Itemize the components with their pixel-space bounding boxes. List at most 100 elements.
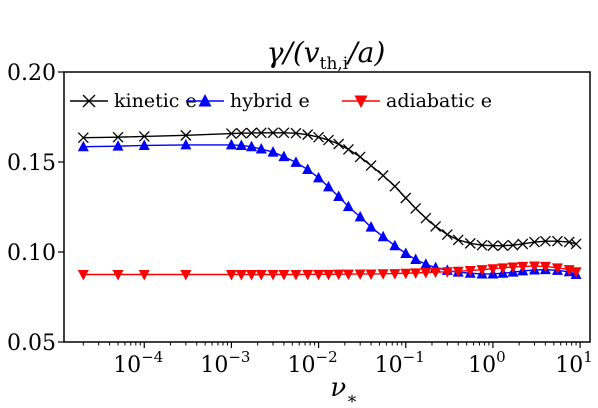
- series-layer: [77, 127, 582, 281]
- legend-entry: kinetic e: [70, 90, 197, 112]
- data-point: [476, 265, 488, 276]
- data-point: [255, 127, 267, 139]
- legend-label: kinetic e: [114, 90, 197, 112]
- legend-entry: adiabatic e: [342, 90, 492, 112]
- data-point: [420, 212, 432, 224]
- data-point: [410, 202, 422, 214]
- data-point: [112, 270, 124, 281]
- x-tick-label: 10−4: [113, 348, 163, 378]
- data-point: [112, 140, 124, 151]
- data-point: [198, 94, 212, 107]
- data-point: [539, 261, 551, 273]
- data-point: [180, 129, 192, 141]
- legend-label: hybrid e: [230, 90, 310, 112]
- legend: kinetic e hybrid e adiabatic e: [70, 90, 492, 112]
- data-point: [267, 127, 279, 139]
- data-point: [323, 180, 335, 192]
- data-point: [529, 236, 540, 248]
- data-point: [430, 220, 442, 232]
- data-point: [235, 127, 247, 139]
- data-point: [138, 139, 150, 150]
- data-point: [389, 180, 401, 192]
- data-point: [323, 269, 335, 281]
- data-point: [377, 269, 389, 280]
- x-tick-label: 10−2: [288, 348, 338, 378]
- x-tick-label: 10−3: [200, 348, 250, 378]
- x-tick-label: 101: [555, 348, 593, 378]
- x-axis: 10−4 10−3 10−2 10−1 100 101: [82, 342, 593, 378]
- y-tick-label: 0.20: [7, 61, 56, 86]
- data-point: [225, 138, 237, 150]
- data-point: [342, 269, 354, 281]
- data-point: [551, 263, 563, 274]
- data-point: [302, 163, 314, 175]
- data-point: [517, 261, 529, 273]
- data-point: [507, 262, 519, 273]
- data-point: [354, 269, 366, 280]
- data-point: [452, 266, 464, 278]
- data-point: [180, 138, 192, 150]
- data-point: [410, 253, 422, 265]
- data-point: [389, 239, 401, 251]
- data-point: [302, 129, 314, 141]
- data-point: [290, 270, 302, 281]
- data-point: [313, 171, 325, 183]
- data-point: [267, 270, 279, 281]
- series-kinetic-e: [77, 127, 582, 252]
- y-tick-label: 0.10: [7, 241, 56, 266]
- data-point: [354, 151, 366, 163]
- chart-title: γ/(vth,i/a): [267, 36, 386, 74]
- data-point: [82, 94, 96, 108]
- data-point: [180, 270, 192, 281]
- data-point: [342, 143, 354, 155]
- data-point: [441, 229, 453, 240]
- data-point: [487, 240, 499, 252]
- data-point: [400, 192, 412, 204]
- legend-entry: hybrid e: [186, 90, 310, 112]
- data-point: [246, 127, 257, 139]
- data-point: [441, 267, 453, 278]
- data-point: [365, 160, 377, 172]
- data-point: [420, 258, 432, 269]
- data-point: [138, 130, 150, 142]
- data-point: [400, 268, 412, 280]
- data-point: [323, 134, 334, 146]
- data-point: [487, 264, 499, 275]
- data-point: [255, 143, 267, 154]
- data-point: [539, 235, 551, 247]
- data-point: [464, 237, 476, 249]
- data-point: [476, 239, 488, 251]
- data-point: [225, 270, 237, 281]
- data-point: [225, 128, 237, 140]
- data-point: [246, 140, 258, 152]
- data-point: [497, 263, 509, 274]
- svg-text:ν∗: ν∗: [330, 373, 357, 408]
- data-point: [452, 234, 464, 246]
- data-point: [365, 269, 377, 280]
- data-point: [333, 138, 345, 150]
- data-point: [235, 139, 247, 150]
- y-tick-label: 0.15: [7, 151, 56, 176]
- data-point: [290, 127, 302, 139]
- series-adiabatic-e: [77, 261, 582, 281]
- data-point: [77, 140, 89, 152]
- data-point: [497, 240, 509, 252]
- data-point: [354, 210, 366, 222]
- data-point: [354, 95, 368, 108]
- legend-label: adiabatic e: [386, 90, 492, 112]
- data-point: [464, 266, 476, 277]
- svg-text:γ/(vth,i/a): γ/(vth,i/a): [267, 36, 386, 74]
- data-point: [563, 236, 575, 248]
- data-point: [389, 269, 401, 280]
- data-point: [246, 270, 258, 281]
- data-point: [235, 270, 247, 281]
- data-point: [377, 170, 389, 181]
- data-point: [278, 270, 290, 281]
- data-point: [528, 261, 540, 273]
- data-point: [377, 230, 389, 242]
- data-point: [313, 269, 325, 281]
- data-point: [551, 235, 563, 247]
- data-point: [313, 131, 325, 143]
- plot-frame: [63, 71, 591, 343]
